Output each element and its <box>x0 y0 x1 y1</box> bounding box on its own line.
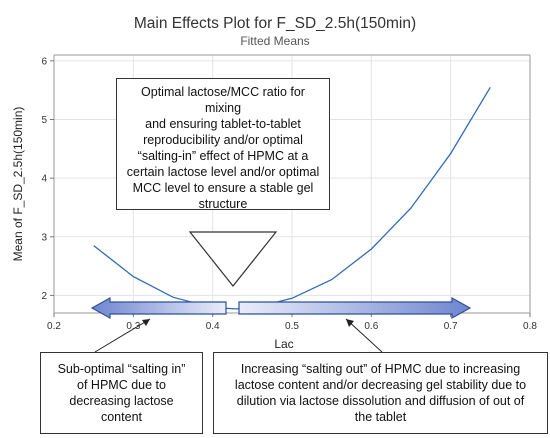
left-arrow <box>90 296 227 320</box>
x-axis-label: Lac <box>274 337 293 351</box>
chart-subtitle: Fitted Means <box>240 34 309 48</box>
callout-line: MCC level to ensure a stable gel <box>132 181 314 195</box>
chart-title: Main Effects Plot for F_SD_2.5h(150min) <box>134 15 416 32</box>
callout-line: Increasing “salting out” of HPMC due to … <box>240 362 521 376</box>
x-tick-label: 0.5 <box>285 321 299 332</box>
connector-right-head <box>346 319 354 327</box>
y-tick-label: 6 <box>41 56 47 67</box>
x-tick-label: 0.6 <box>364 321 378 332</box>
callout-salting-out: Increasing “salting out” of HPMC due to … <box>213 352 548 434</box>
x-tick-label: 0.8 <box>523 321 537 332</box>
callout-line: structure <box>198 197 248 211</box>
down-arrow <box>188 231 278 287</box>
x-axis-ticks: 0.2 0.3 0.4 0.5 0.6 0.7 0.8 <box>47 313 537 332</box>
connector-left <box>94 318 151 353</box>
callout-line: Sub-optimal “salting in” <box>57 362 186 376</box>
y-axis-ticks: 2 3 4 5 6 <box>41 56 54 302</box>
right-arrow <box>238 296 472 320</box>
callout-line: the tablet <box>354 410 407 424</box>
callout-line: lactose content and/or decreasing gel st… <box>234 378 527 392</box>
x-tick-label: 0.4 <box>206 321 220 332</box>
y-axis-label: Mean of F_SD_2.5h(150min) <box>11 107 25 262</box>
x-tick-label: 0.3 <box>126 321 140 332</box>
callout-line: “salting-in” effect of HPMC at a <box>137 149 309 163</box>
callout-line: decreasing lactose <box>69 394 174 408</box>
callout-line: Optimal lactose/MCC ratio for mixing <box>141 85 305 115</box>
y-tick-label: 3 <box>41 232 47 243</box>
callout-line: dilution via lactose dissolution and dif… <box>236 394 525 408</box>
callout-line: reproducibility and/or optimal <box>143 133 303 147</box>
callout-line: certain lactose level and/or optimal <box>126 165 320 179</box>
connector-right <box>345 318 383 353</box>
callout-line: and ensuring tablet-to-tablet <box>145 117 301 131</box>
x-tick-label: 0.2 <box>47 321 61 332</box>
callout-salting-in: Sub-optimal “salting in” of HPMC due to … <box>40 352 203 434</box>
y-tick-label: 5 <box>41 115 47 126</box>
y-tick-label: 2 <box>41 291 47 302</box>
x-tick-label: 0.7 <box>444 321 458 332</box>
y-tick-label: 4 <box>41 174 47 185</box>
callout-line: content <box>100 410 142 424</box>
callout-line: of HPMC due to <box>77 378 166 392</box>
callout-optimal-ratio: Optimal lactose/MCC ratio for mixing and… <box>116 78 330 211</box>
connector-left-head <box>142 319 150 326</box>
